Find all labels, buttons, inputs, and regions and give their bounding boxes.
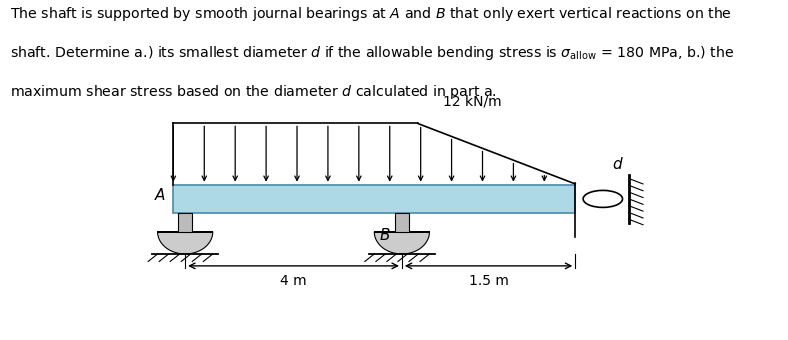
Text: A: A (154, 188, 165, 203)
Text: shaft. Determine a.) its smallest diameter $d$ if the allowable bending stress i: shaft. Determine a.) its smallest diamet… (10, 44, 734, 62)
Polygon shape (158, 232, 213, 254)
Text: The shaft is supported by smooth journal bearings at $A$ and $B$ that only exert: The shaft is supported by smooth journal… (10, 5, 732, 23)
Polygon shape (178, 213, 192, 232)
Text: 12 kN/m: 12 kN/m (444, 94, 502, 108)
Text: maximum shear stress based on the diameter $d$ calculated in part a.: maximum shear stress based on the diamet… (10, 83, 497, 101)
Polygon shape (395, 213, 409, 232)
Text: d: d (612, 157, 622, 172)
Polygon shape (374, 232, 429, 254)
Text: B: B (379, 228, 390, 243)
Text: 4 m: 4 m (281, 274, 307, 288)
Polygon shape (173, 185, 575, 213)
Circle shape (583, 190, 623, 207)
Text: 1.5 m: 1.5 m (469, 274, 508, 288)
